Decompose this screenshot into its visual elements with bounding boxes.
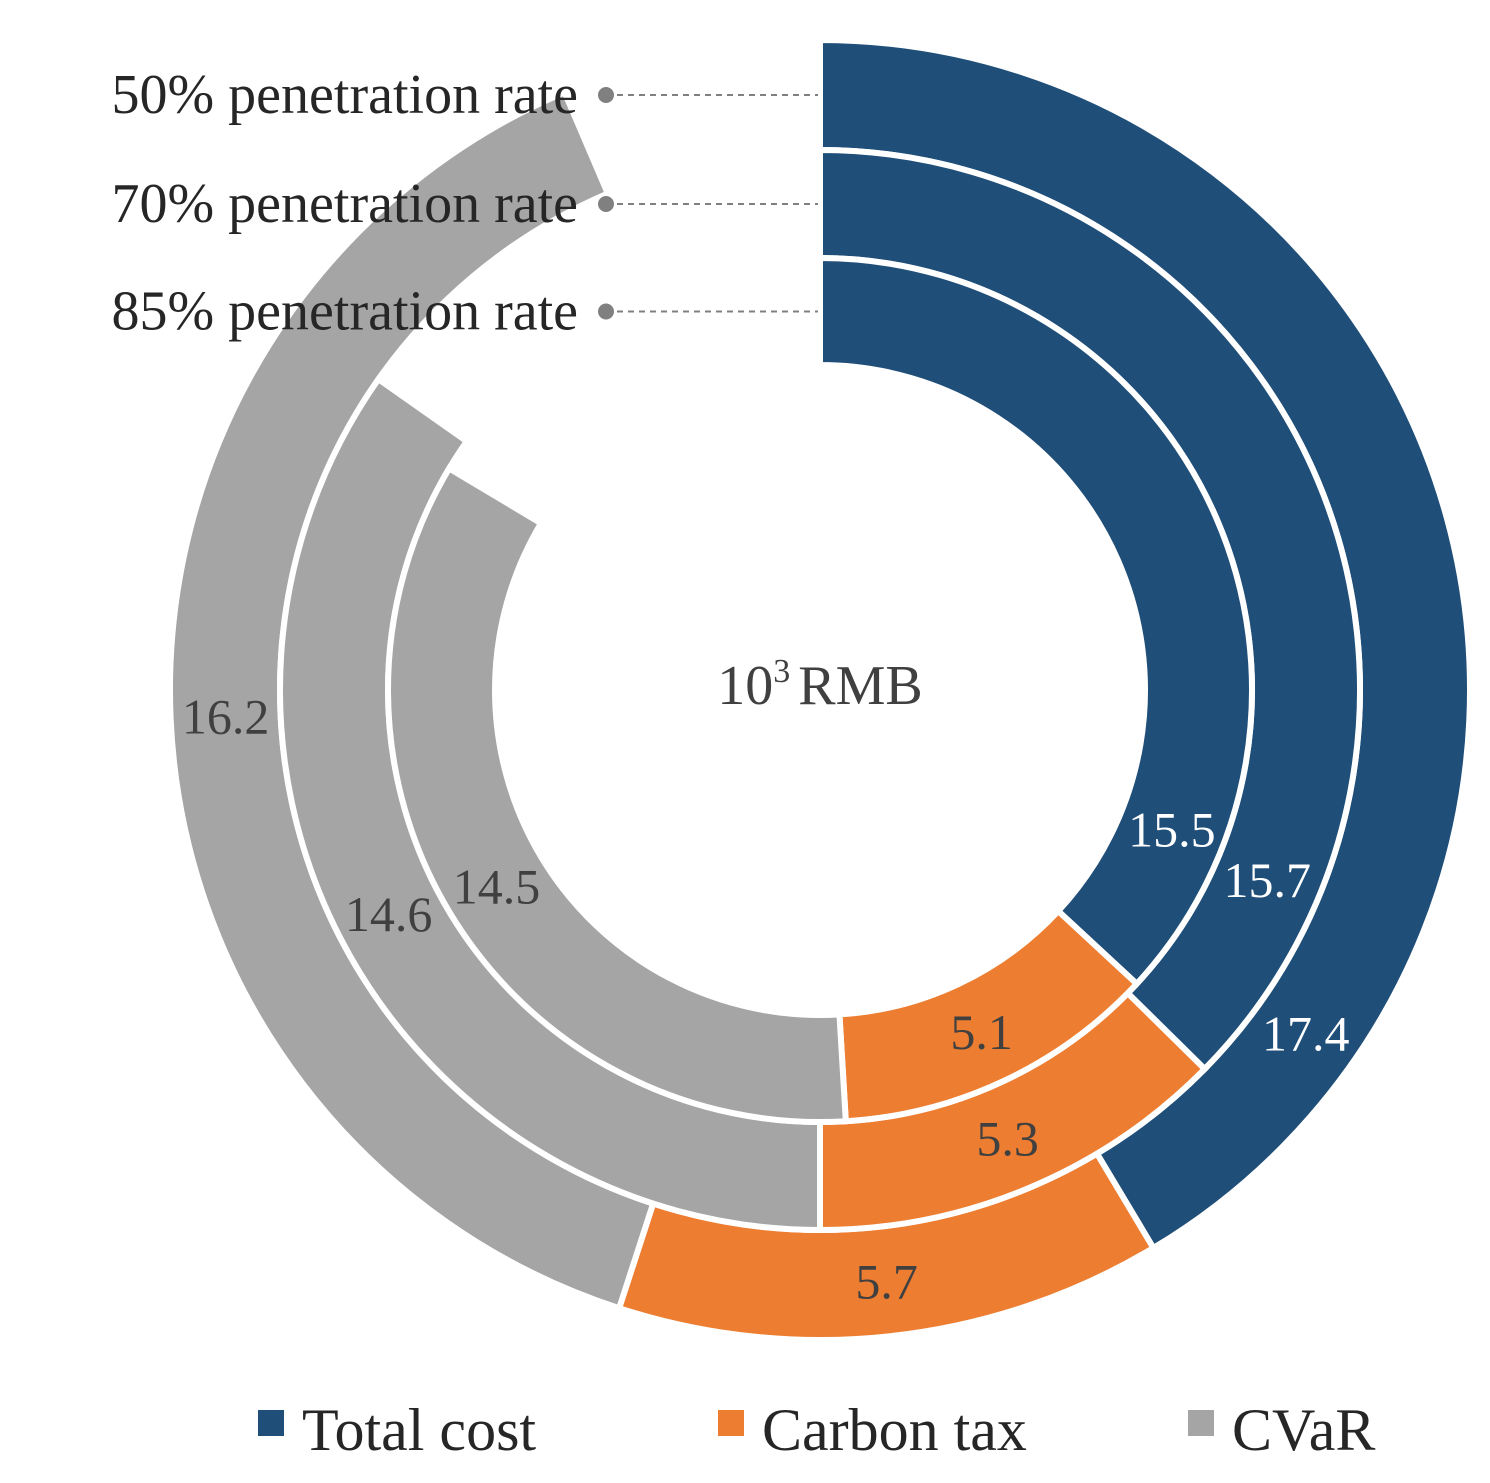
legend-swatch-1 <box>718 1410 744 1436</box>
unit-currency: RMB <box>798 655 923 717</box>
value-label-1-0: 15.7 <box>1223 852 1311 908</box>
value-label-0-0: 17.4 <box>1262 1006 1350 1062</box>
ring-label-1: 70% penetration rate <box>112 173 578 235</box>
value-label-0-1: 5.7 <box>855 1253 918 1309</box>
rings-layer: 17.4 5.7 16.2 15.7 5.3 14.6 15.5 5.1 14.5 <box>167 36 1473 1343</box>
ring-label-2: 85% penetration rate <box>112 281 578 343</box>
value-label-0-2: 16.2 <box>182 689 270 745</box>
value-label-2-2: 14.5 <box>453 859 541 915</box>
unit-exponent: 3 <box>773 653 790 690</box>
value-label-1-2: 14.6 <box>345 886 433 942</box>
unit-label: 103 RMB <box>717 653 923 717</box>
legend-label-0: Total cost <box>302 1397 536 1463</box>
leader-dot-2 <box>598 303 614 320</box>
ring-label-0: 50% penetration rate <box>112 64 578 126</box>
legend-label-1: Carbon tax <box>762 1397 1027 1463</box>
legend: Total cost Carbon tax CVaR <box>258 1397 1375 1463</box>
leader-dot-1 <box>598 196 614 212</box>
segment-2-total-cost <box>817 254 1255 989</box>
legend-swatch-2 <box>1188 1410 1214 1436</box>
legend-label-2: CVaR <box>1232 1397 1375 1463</box>
value-label-2-1: 5.1 <box>950 1004 1013 1060</box>
leader-dot-0 <box>598 87 614 103</box>
unit-base: 10 <box>717 655 773 717</box>
ring-labels-layer: 50% penetration rate 70% penetration rate… <box>112 64 818 343</box>
segment-2-cvar <box>385 464 850 1125</box>
value-label-2-0: 15.5 <box>1128 801 1216 857</box>
legend-swatch-0 <box>258 1410 284 1436</box>
value-label-1-1: 5.3 <box>976 1110 1039 1166</box>
